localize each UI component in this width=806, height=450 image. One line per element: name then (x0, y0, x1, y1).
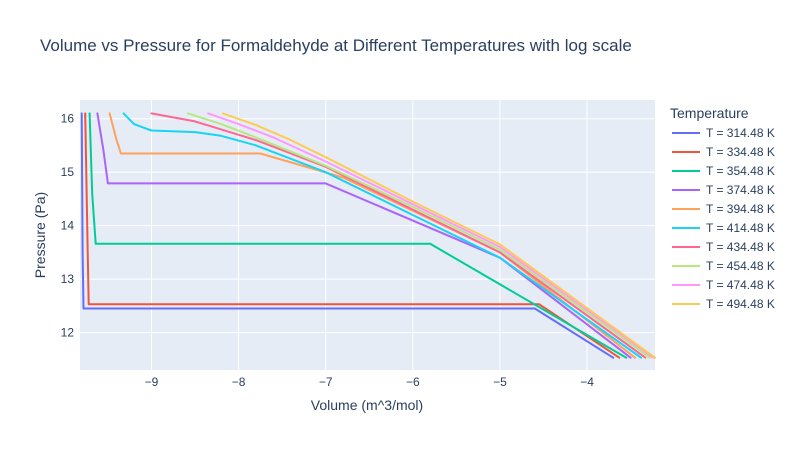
series-line-5 (122, 112, 643, 359)
legend-item-label: T = 334.48 K (706, 145, 775, 159)
legend-title: Temperature (670, 105, 749, 121)
series-line-9 (221, 112, 656, 359)
y-tick-label: 16 (61, 112, 75, 126)
y-tick-label: 15 (61, 165, 75, 179)
series-line-0 (80, 112, 615, 359)
legend: Temperature T = 314.48 K T = 334.48 K T = … (670, 105, 775, 311)
series-line-6 (150, 112, 647, 359)
grid (80, 100, 655, 370)
y-tick-label: 13 (61, 272, 75, 286)
y-tick-label: 14 (61, 219, 75, 233)
series-lines (80, 112, 656, 359)
y-axis-label: Pressure (Pa) (32, 192, 48, 278)
x-tick-label: −8 (232, 375, 246, 389)
x-tick-label: −5 (493, 375, 507, 389)
legend-item-label: T = 354.48 K (706, 164, 775, 178)
x-tick-label: −7 (319, 375, 333, 389)
legend-item-label: T = 434.48 K (706, 240, 775, 254)
y-tick-label: 12 (61, 326, 75, 340)
x-axis-label: Volume (m^3/mol) (311, 397, 423, 413)
x-tick-label: −4 (580, 375, 594, 389)
x-tick-label: −6 (406, 375, 420, 389)
chart-title: Volume vs Pressure for Formaldehyde at D… (40, 36, 632, 55)
legend-item-label: T = 394.48 K (706, 202, 775, 216)
legend-item-label: T = 474.48 K (706, 278, 775, 292)
legend-item-label: T = 314.48 K (706, 126, 775, 140)
series-line-8 (207, 112, 655, 359)
plot-area (80, 100, 655, 370)
x-tick-label: −9 (145, 375, 159, 389)
series-line-3 (96, 112, 632, 359)
legend-item-label: T = 454.48 K (706, 259, 775, 273)
series-line-2 (88, 112, 628, 359)
legend-item-label: T = 494.48 K (706, 297, 775, 311)
legend-item-label: T = 414.48 K (706, 221, 775, 235)
series-line-7 (187, 112, 651, 359)
axis-ticks: −9 −8 −7 −6 −5 −4 12 13 14 15 16 (61, 112, 595, 389)
legend-item-label: T = 374.48 K (706, 183, 775, 197)
